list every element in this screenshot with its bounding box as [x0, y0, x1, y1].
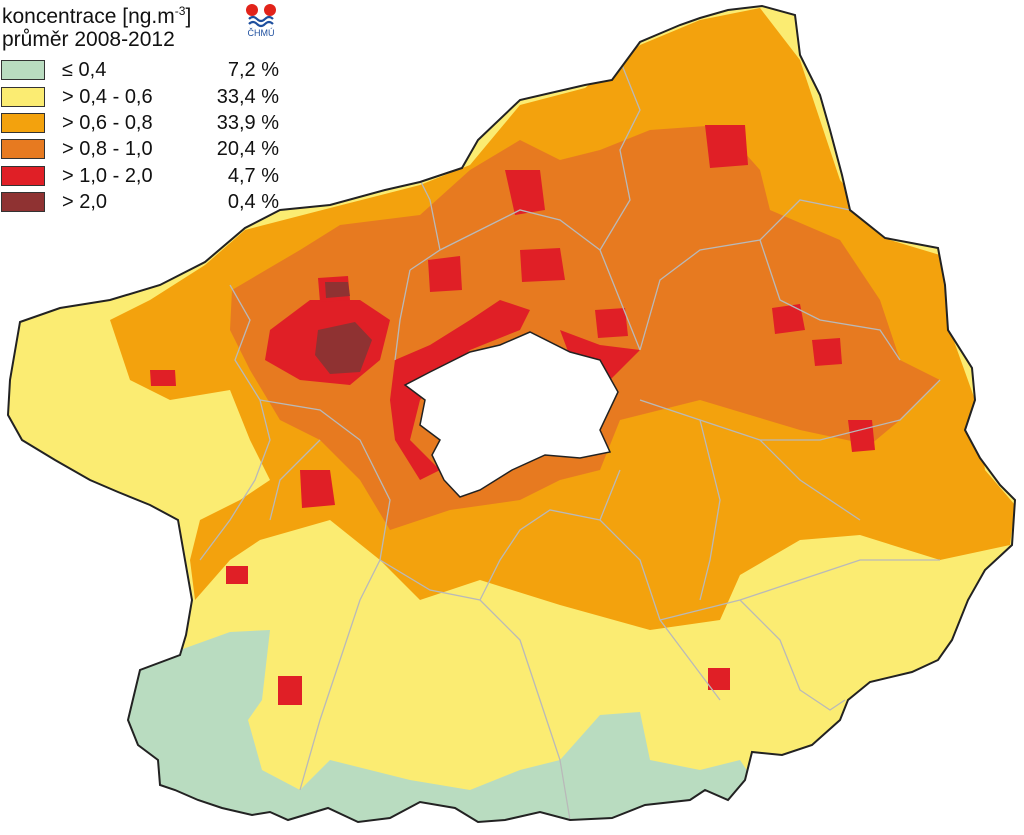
legend-range-6: > 2,0 — [62, 191, 108, 213]
legend-title-unit: koncentrace [ng.m — [2, 5, 175, 28]
chmu-logo-text: ČHMÚ — [247, 28, 275, 38]
legend-percent-6: 0,4 % — [227, 191, 279, 213]
legend-swatch-4 — [1, 139, 45, 159]
legend-percent-1: 7,2 % — [227, 59, 279, 81]
legend-row-2: > 0,4 - 0,6 33,4 % — [0, 85, 285, 109]
legend-percent-5: 4,7 % — [227, 165, 279, 187]
legend-row-4: > 0,8 - 1,0 20,4 % — [0, 137, 285, 161]
legend-range-3: > 0,6 - 0,8 — [62, 112, 153, 134]
legend-subtitle: průměr 2008-2012 — [2, 28, 175, 51]
legend-range-5: > 1,0 - 2,0 — [62, 165, 153, 187]
legend-range-2: > 0,4 - 0,6 — [62, 86, 153, 108]
region-boundary — [6, 4, 1017, 824]
legend-swatch-1 — [1, 60, 45, 80]
legend-row-5: > 1,0 - 2,0 4,7 % — [0, 164, 285, 188]
legend-swatch-5 — [1, 166, 45, 186]
legend-row-1: ≤ 0,4 7,2 % — [0, 58, 285, 82]
legend-percent-3: 33,9 % — [216, 112, 279, 134]
legend-swatch-2 — [1, 87, 45, 107]
prague-boundary — [403, 331, 619, 498]
legend-percent-2: 33,4 % — [216, 86, 279, 108]
map-legend: koncentrace [ng.m-3] průměr 2008-2012 ≤ … — [0, 0, 290, 213]
chmu-logo: ČHMÚ — [243, 2, 279, 40]
legend-swatch-6 — [1, 192, 45, 212]
legend-title-superscript: -3 — [174, 4, 186, 18]
chmu-logo-icon — [246, 4, 276, 28]
legend-row-6: > 2,0 0,4 % — [0, 190, 285, 214]
legend-title-bracket: ] — [185, 5, 192, 28]
legend-percent-4: 20,4 % — [216, 138, 279, 160]
legend-swatch-3 — [1, 113, 45, 133]
legend-range-1: ≤ 0,4 — [62, 59, 107, 81]
legend-range-4: > 0,8 - 1,0 — [62, 138, 153, 160]
legend-title: koncentrace [ng.m-3] průměr 2008-2012 — [2, 0, 290, 51]
legend-row-3: > 0,6 - 0,8 33,9 % — [0, 111, 285, 135]
